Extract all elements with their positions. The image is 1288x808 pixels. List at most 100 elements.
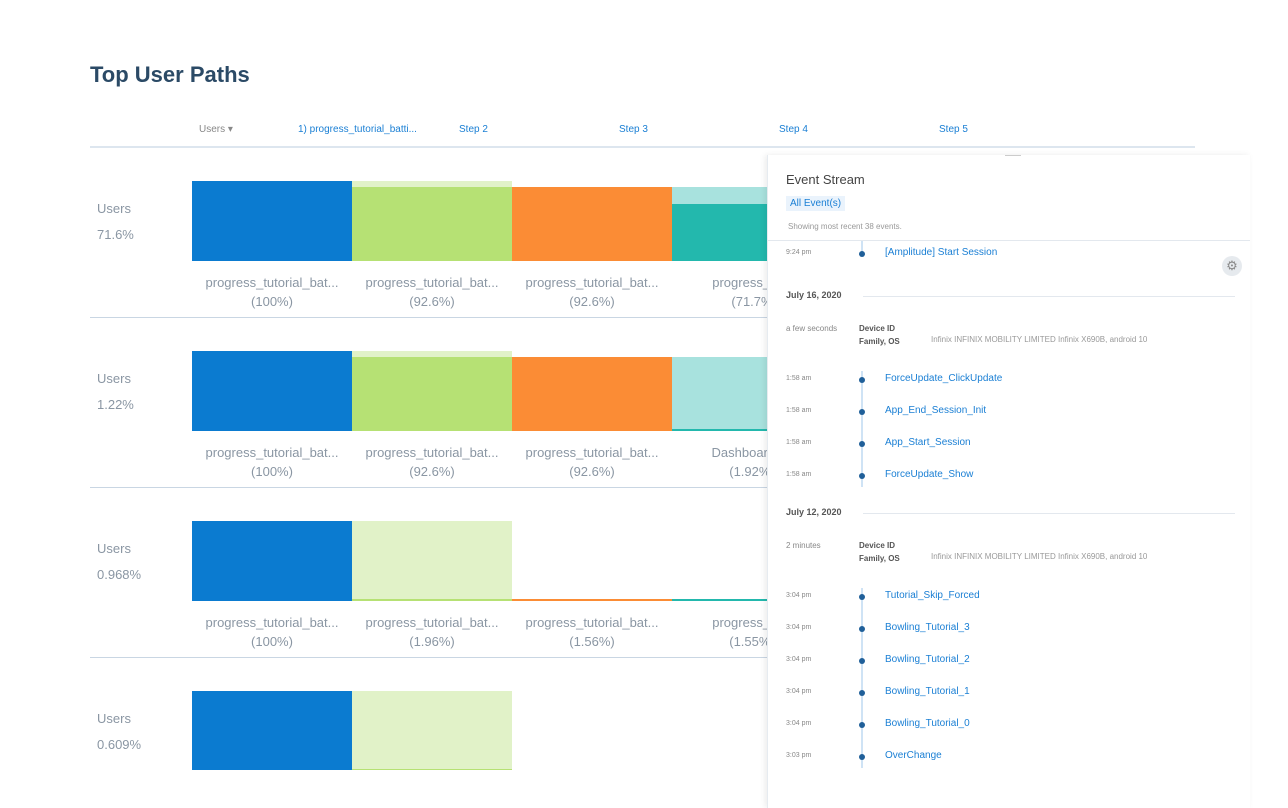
step-label: progress_tutorial_bat... (92.6%) [512, 443, 672, 481]
step-percent: (100%) [251, 634, 293, 649]
bar-fill [192, 691, 352, 770]
path-row: Users 0.609% [90, 658, 770, 770]
timeline-dot-icon [859, 754, 865, 760]
step-4-header[interactable]: Step 4 [779, 124, 808, 135]
event-item[interactable]: 3:04 pm Tutorial_Skip_Forced [768, 588, 1250, 608]
device-info: a few seconds Device ID Family, OS Infinix … [768, 322, 1250, 352]
event-item[interactable]: 3:04 pm Bowling_Tutorial_3 [768, 620, 1250, 640]
bar-fill [192, 351, 352, 431]
path-step-bar[interactable] [192, 351, 352, 431]
path-step-bar[interactable] [352, 181, 512, 261]
step-percent: (1.55%) [729, 634, 775, 649]
step-label: progress_tutorial_bat... (100%) [192, 443, 352, 481]
step-1-header[interactable]: 1) progress_tutorial_batti... [298, 124, 417, 135]
path-step-bar[interactable] [512, 181, 672, 261]
path-step-bar[interactable] [672, 521, 832, 601]
step-event-name: progress_tutorial_bat... [365, 275, 499, 290]
step-percent: (1.92%) [729, 464, 775, 479]
step-event-name: progress_tutorial_bat... [205, 275, 339, 290]
event-stream-panel: Event Stream All Event(s) Showing most r… [767, 155, 1250, 808]
event-item[interactable]: 3:04 pm Bowling_Tutorial_1 [768, 684, 1250, 704]
path-row: Users 1.22% progress_tutorial_bat... (100%… [90, 318, 832, 488]
event-name[interactable]: App_Start_Session [885, 437, 971, 448]
path-step-bar[interactable] [352, 691, 512, 770]
gear-icon[interactable]: ⚙ [1222, 256, 1242, 276]
event-time: 3:04 pm [786, 592, 812, 599]
users-dropdown[interactable]: Users ▾ [199, 124, 233, 135]
event-item[interactable]: 1:58 am ForceUpdate_ClickUpdate [768, 371, 1250, 391]
event-name[interactable]: Bowling_Tutorial_3 [885, 622, 970, 633]
step-event-name: progress_tutorial_bat... [205, 445, 339, 460]
step-percent: (92.6%) [569, 294, 615, 309]
event-name[interactable]: OverChange [885, 750, 942, 761]
event-name[interactable]: Bowling_Tutorial_2 [885, 654, 970, 665]
device-id-label: Device ID [859, 541, 896, 550]
date-heading: July 16, 2020 [786, 290, 842, 300]
path-step-bar[interactable] [192, 691, 352, 770]
timeline-dot-icon [859, 409, 865, 415]
step-label: progress_tutorial_bat... (1.96%) [352, 613, 512, 651]
event-item[interactable]: 3:04 pm Bowling_Tutorial_2 [768, 652, 1250, 672]
path-step-bar[interactable] [512, 351, 672, 431]
relative-time: 2 minutes [786, 541, 821, 550]
step-2-header[interactable]: Step 2 [459, 124, 488, 135]
step-percent: (92.6%) [409, 464, 455, 479]
path-step-bar[interactable] [192, 181, 352, 261]
bar-fill [192, 181, 352, 261]
event-name[interactable]: App_End_Session_Init [885, 405, 987, 416]
divider [863, 513, 1235, 514]
timeline-dot-icon [859, 690, 865, 696]
bar-fill [192, 521, 352, 601]
step-5-header[interactable]: Step 5 [939, 124, 968, 135]
step-event-name: progress_tutorial_bat... [525, 275, 659, 290]
path-step-bar[interactable] [512, 521, 672, 601]
step-3-header[interactable]: Step 3 [619, 124, 648, 135]
event-name[interactable]: Tutorial_Skip_Forced [885, 590, 980, 601]
event-item[interactable]: 9:24 pm [Amplitude] Start Session [768, 245, 1250, 265]
event-name[interactable]: Bowling_Tutorial_1 [885, 686, 970, 697]
device-info: 2 minutes Device ID Family, OS Infinix INFI… [768, 539, 1250, 569]
row-metric: Users [97, 201, 131, 216]
step-label: progress_tutorial_bat... (92.6%) [512, 273, 672, 311]
path-step-bar[interactable] [352, 351, 512, 431]
bar-fill [512, 356, 672, 431]
bar-background [352, 521, 512, 601]
event-item[interactable]: 1:58 am App_Start_Session [768, 435, 1250, 455]
path-row: Users 0.968% progress_tutorial_bat... (100… [90, 488, 832, 658]
event-item[interactable]: 3:03 pm OverChange [768, 748, 1250, 768]
event-item[interactable]: 1:58 am ForceUpdate_Show [768, 467, 1250, 487]
step-percent: (92.6%) [409, 294, 455, 309]
panel-title: Event Stream [786, 172, 865, 187]
step-percent: (92.6%) [569, 464, 615, 479]
bar-fill [352, 356, 512, 431]
step-percent: (71.7% [731, 294, 773, 309]
event-filter-chip[interactable]: All Event(s) [786, 196, 846, 211]
resize-handle[interactable] [1005, 155, 1021, 156]
event-time: 1:58 am [786, 439, 812, 446]
event-time: 3:03 pm [786, 752, 812, 759]
path-row: Users 71.6% progress_tutorial_bat... (100%… [90, 148, 832, 318]
event-item[interactable]: 1:58 am App_End_Session_Init [768, 403, 1250, 423]
divider [768, 240, 1250, 241]
path-step-bar[interactable] [192, 521, 352, 601]
row-label: Users 1.22% [97, 366, 134, 418]
bar-fill [352, 186, 512, 261]
bar-fill [352, 768, 512, 770]
timeline-dot-icon [859, 377, 865, 383]
step-event-name: progress_tutorial_bat... [365, 445, 499, 460]
bar-fill [512, 598, 672, 601]
row-label: Users 0.968% [97, 536, 141, 588]
path-step-bar[interactable] [352, 521, 512, 601]
step-percent: (100%) [251, 464, 293, 479]
event-name[interactable]: ForceUpdate_Show [885, 469, 974, 480]
event-item[interactable]: 3:04 pm Bowling_Tutorial_0 [768, 716, 1250, 736]
step-event-name: progress_tutorial_bat... [205, 615, 339, 630]
event-name[interactable]: [Amplitude] Start Session [885, 247, 998, 258]
event-name[interactable]: ForceUpdate_ClickUpdate [885, 373, 1003, 384]
event-name[interactable]: Bowling_Tutorial_0 [885, 718, 970, 729]
event-time: 1:58 am [786, 375, 812, 382]
row-label: Users 71.6% [97, 196, 134, 248]
page-title: Top User Paths [90, 62, 250, 87]
timeline-dot-icon [859, 722, 865, 728]
timeline-dot-icon [859, 441, 865, 447]
